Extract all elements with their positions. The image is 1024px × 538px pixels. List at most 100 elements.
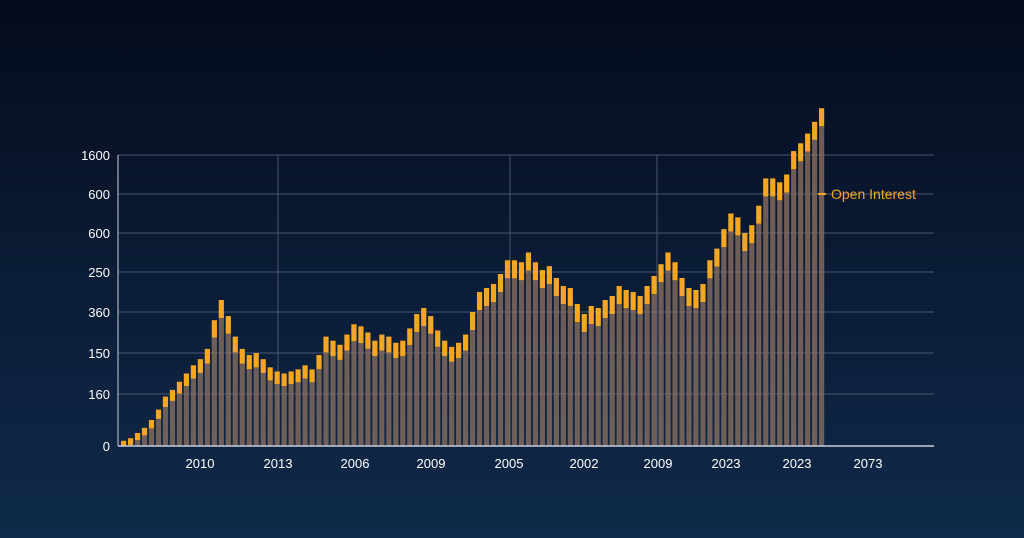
bar-body [351, 341, 357, 446]
bar-cap [693, 290, 699, 308]
y-tick-label: 360 [88, 305, 110, 320]
bar-body [539, 288, 545, 446]
bar-body [574, 322, 580, 446]
bar-cap [218, 300, 224, 318]
bar-cap [267, 367, 273, 381]
bar-body [141, 435, 148, 446]
bar-body [483, 306, 490, 446]
bar-body [449, 361, 455, 446]
bar-cap [337, 344, 343, 360]
bar-cap [483, 288, 490, 306]
bar-body [679, 296, 685, 446]
bar-cap [358, 326, 364, 344]
x-tick-label: 2023 [712, 456, 741, 471]
bar-cap [546, 266, 552, 285]
bar-cap [330, 340, 336, 357]
bar-cap [162, 396, 169, 408]
bar-cap [700, 284, 706, 302]
bar-body [344, 350, 350, 446]
bar-cap [379, 334, 385, 351]
y-tick-label: 250 [88, 265, 110, 280]
bar-cap [442, 340, 448, 357]
bar-cap [525, 252, 532, 271]
bar-cap [490, 284, 497, 302]
bar-body [281, 386, 287, 446]
bar-cap [141, 427, 148, 436]
bar-body [588, 324, 594, 446]
x-tick-label: 2023 [783, 456, 812, 471]
legend: Open Interest [818, 186, 916, 202]
bar-cap [798, 143, 804, 162]
bar-body [756, 223, 762, 446]
bar-cap [295, 369, 301, 383]
bar-body [700, 302, 706, 446]
bar-body [393, 358, 399, 446]
bar-cap [812, 121, 818, 140]
x-tick-label: 2002 [570, 456, 599, 471]
bar-cap [644, 286, 650, 304]
bar-cap [239, 348, 245, 364]
bar-cap [414, 314, 420, 332]
bar-body [435, 346, 441, 446]
bar-body [225, 333, 231, 446]
bar-cap [316, 355, 322, 370]
bar-body [407, 344, 413, 446]
bar-cap [302, 365, 308, 379]
bar-body [581, 331, 587, 446]
bar-body [386, 352, 392, 446]
x-tick-label: 2005 [495, 456, 524, 471]
bar-body [190, 378, 196, 446]
bar-cap [791, 151, 797, 170]
bar-cap [686, 288, 692, 306]
x-tick-label: 2073 [854, 456, 883, 471]
bar-cap [225, 316, 231, 334]
bar-body [232, 352, 238, 446]
bar-body [560, 304, 566, 446]
bar-body [470, 330, 476, 446]
bar-cap [281, 373, 287, 387]
bar-cap [616, 286, 622, 304]
bar-body [721, 247, 727, 446]
bar-cap [456, 342, 462, 359]
bar-cap [476, 292, 483, 310]
bar-body [372, 356, 378, 446]
bar-cap [679, 278, 685, 296]
bar-body [476, 310, 483, 446]
bar-cap [581, 314, 587, 332]
bar-body [379, 350, 385, 446]
bar-cap [449, 346, 455, 362]
bar-cap [665, 252, 671, 271]
bar-cap [365, 332, 371, 349]
bar-cap [777, 182, 783, 201]
bar-cap [232, 336, 238, 353]
bar-body [714, 266, 720, 446]
bar-body [672, 280, 678, 446]
bar-cap [595, 308, 601, 326]
bar-cap [372, 340, 378, 357]
bar-body [770, 196, 776, 446]
bar-body [742, 251, 748, 446]
bar-body [532, 280, 539, 446]
bar-body [330, 356, 336, 446]
y-tick-label: 160 [88, 387, 110, 402]
bar-cap [288, 371, 294, 385]
bar-body [197, 372, 203, 446]
bar-body [805, 151, 811, 447]
bar-body [637, 314, 643, 446]
bar-body [414, 331, 420, 446]
bar-body [169, 400, 176, 446]
bar-body [518, 280, 525, 446]
bar-body [812, 139, 818, 446]
bar-body [763, 196, 769, 446]
y-tick-label: 600 [88, 187, 110, 202]
bar-cap [728, 213, 734, 232]
bar-cap [323, 336, 329, 353]
bar-cap [169, 389, 176, 401]
bar-body [735, 235, 741, 446]
bar-cap [511, 260, 518, 279]
bar-body [260, 372, 266, 446]
bar-body [421, 326, 427, 446]
bar-cap [121, 440, 127, 446]
bar-body [204, 363, 210, 446]
bar-body [162, 407, 169, 446]
